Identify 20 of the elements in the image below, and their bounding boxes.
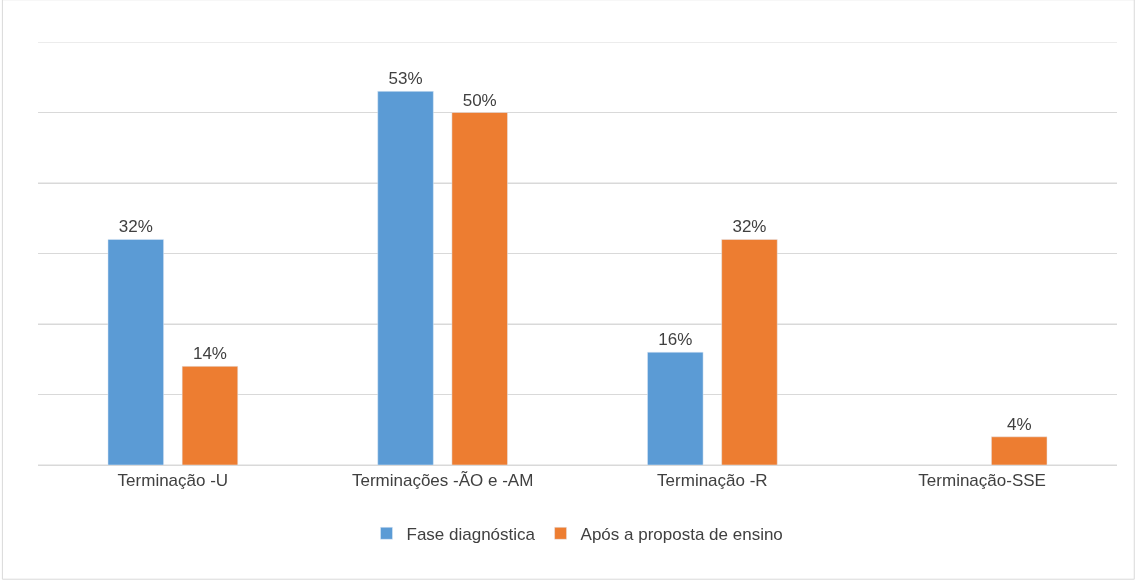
legend-label: Após a proposta de ensino: [580, 524, 783, 544]
bar: [721, 239, 778, 465]
data-label: 32%: [732, 217, 767, 237]
bar: [181, 366, 239, 465]
legend-label: Fase diagnóstica: [406, 524, 536, 544]
x-tick-label: Terminação -R: [657, 471, 768, 491]
data-label: 16%: [658, 330, 693, 350]
bar: [647, 351, 704, 465]
bar: [451, 112, 508, 465]
bar: [377, 91, 434, 465]
x-tick-label: Terminações -ÃO e -AM: [351, 471, 534, 491]
data-label: 53%: [388, 69, 423, 89]
data-label: 14%: [192, 344, 227, 364]
data-label: 4%: [1006, 414, 1032, 434]
bar: [991, 436, 1048, 465]
data-label: 50%: [462, 90, 497, 110]
x-tick-label: Terminação-SSE: [918, 471, 1046, 491]
data-label: 32%: [118, 217, 153, 237]
x-tick-label: Terminação -U: [117, 471, 229, 491]
bar: [107, 239, 164, 465]
